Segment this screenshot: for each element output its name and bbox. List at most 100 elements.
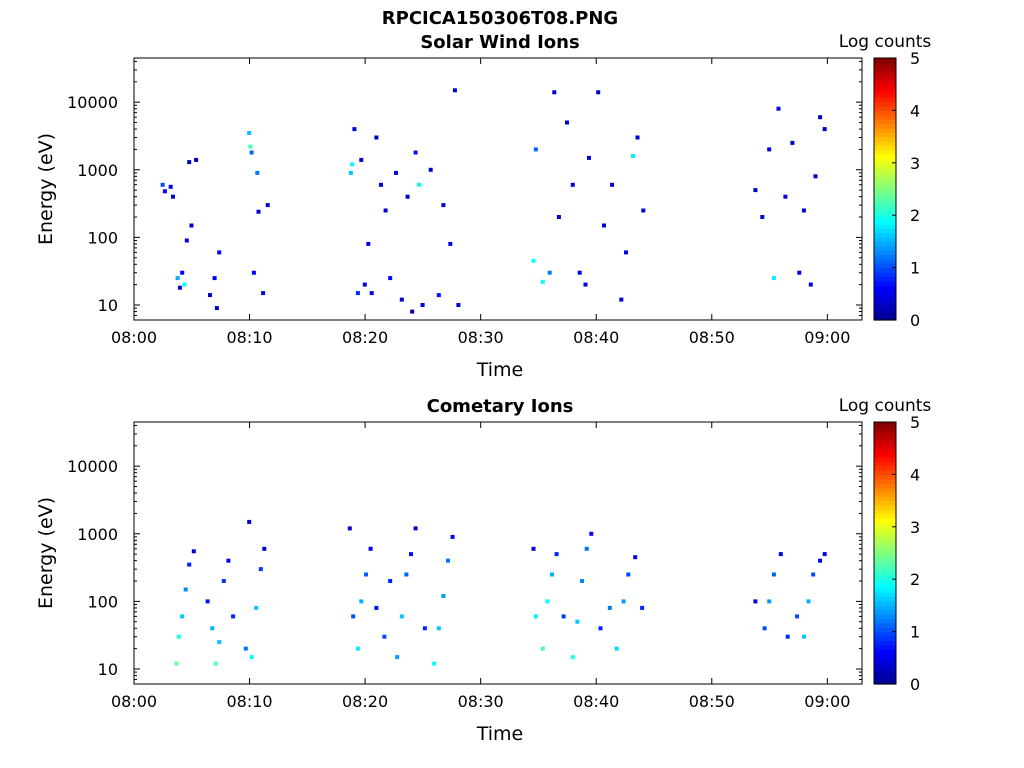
y-axis-label: Energy (eV) [35,497,57,609]
colorbar-segment [874,513,896,519]
heatmap-cell [808,282,813,287]
heatmap-cell [355,646,360,651]
colorbar-segment [874,509,896,515]
heatmap-cell [624,250,628,255]
colorbar-segment [874,171,896,177]
y-axis-label: Energy (eV) [35,133,57,245]
colorbar-segment [874,587,896,593]
colorbar-tick-label: 4 [910,101,920,120]
heatmap-cell [251,270,256,275]
colorbar-segment [874,189,896,194]
colorbar-tick-label: 1 [910,623,920,642]
heatmap-cell [413,150,418,155]
colorbar-segment [874,601,896,606]
heatmap-cell [596,90,601,95]
heatmap-cell [565,120,569,125]
colorbar-label: Log counts [839,396,932,416]
x-tick-label: 09:00 [804,328,850,347]
heatmap-cell [533,614,538,619]
heatmap-cell [531,258,536,263]
heatmap-cell [255,170,260,175]
panel-title-cometary: Cometary Ions [427,396,574,417]
heatmap-cell [350,162,355,167]
heatmap-cell [174,661,179,666]
colorbar-segment [874,426,896,432]
colorbar-segment [874,276,896,282]
colorbar-tick-label: 5 [910,413,920,432]
x-axis-label: Time [476,359,524,381]
heatmap-cell [456,303,461,307]
panel-title-solar-wind: Solar Wind Ions [420,32,579,53]
heatmap-cell [783,194,788,199]
colorbar-segment [874,219,896,225]
colorbar-segment [874,491,896,497]
heatmap-cell [587,155,591,160]
colorbar-segment [874,622,896,628]
heatmap-cell [256,209,261,214]
y-tick-label: 10 [98,660,118,679]
heatmap-cell [452,88,457,93]
colorbar-segment [874,596,896,602]
colorbar-segment [874,127,896,133]
heatmap-cell [347,526,352,531]
heatmap-cell [432,661,437,666]
y-tick-label: 10 [98,296,118,315]
colorbar-segment [874,614,896,620]
colorbar-segment [874,75,896,81]
heatmap-cell [395,655,400,660]
colorbar-segment [874,92,896,98]
heatmap-cell [621,599,626,604]
heatmap-cell [374,605,379,610]
heatmap-cell [554,552,559,557]
x-tick-label: 08:50 [689,328,735,347]
x-tick-label: 08:10 [227,328,273,347]
colorbar-segment [874,574,896,580]
heatmap-cell [607,605,612,610]
colorbar-segment [874,302,896,308]
x-tick-label: 08:00 [111,328,157,347]
colorbar-segment [874,605,896,611]
heatmap-cell [243,646,248,651]
colorbar-segment [874,223,896,229]
colorbar-segment [874,132,896,138]
y-tick-label: 10000 [67,457,118,476]
heatmap-cell [547,270,552,275]
heatmap-cell [575,619,580,624]
colorbar-segment [874,531,896,537]
heatmap-cell [221,579,226,583]
heatmap-cell [584,546,589,551]
y-tick-label: 100 [87,592,118,611]
heatmap-cell [261,291,266,296]
colorbar-segment [874,123,896,129]
heatmap-cell [420,303,425,307]
colorbar-segment [874,58,896,63]
heatmap-cell [210,626,215,631]
heatmap-cell [162,189,167,194]
heatmap-cell [409,552,413,557]
heatmap-cell [771,276,776,281]
x-tick-label: 08:40 [573,692,619,711]
colorbar-segment [874,518,896,524]
heatmap-cell [533,147,538,152]
heatmap-cell [446,558,450,563]
heatmap-cell [366,241,371,246]
heatmap-cell [552,90,557,95]
colorbar-segment [874,566,896,572]
y-tick-label: 1000 [77,525,118,544]
heatmap-cell [428,167,433,172]
heatmap-cell [194,157,199,162]
heatmap-cell [550,572,554,577]
cometary-panel: Cometary Ions Time Energy (eV) Log count… [35,396,931,745]
colorbar-segment [874,635,896,641]
colorbar-segment [874,184,896,190]
heatmap-cell [797,270,802,275]
colorbar-segment [874,657,896,663]
colorbar-segment [874,88,896,94]
heatmap-cell [226,558,231,563]
x-tick-label: 08:40 [573,328,619,347]
heatmap-cell [753,188,758,193]
heatmap-cell [180,270,185,275]
colorbar-segment [874,539,896,545]
plot-frame [133,421,863,685]
colorbar-segment [874,145,896,151]
